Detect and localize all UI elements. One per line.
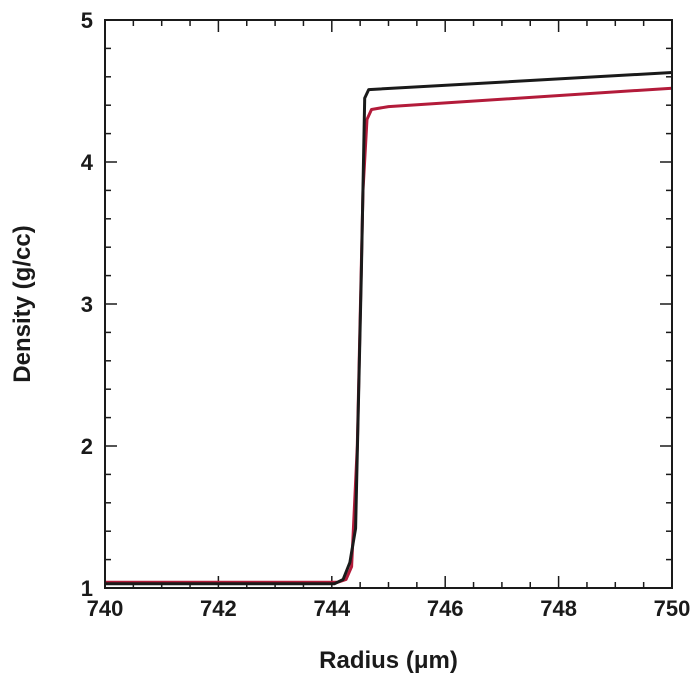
series-layer bbox=[105, 71, 673, 586]
x-axis-title: Radius (μm) bbox=[319, 647, 458, 674]
y-tick-label: 2 bbox=[81, 434, 93, 459]
x-tick-label: 748 bbox=[540, 596, 577, 621]
series-line-1 bbox=[105, 86, 673, 584]
x-tick-label: 746 bbox=[427, 596, 464, 621]
x-tick-label: 744 bbox=[313, 596, 350, 621]
y-axis-title: Density (g/cc) bbox=[9, 225, 36, 382]
plot-frame bbox=[104, 19, 673, 589]
y-tick-label: 5 bbox=[81, 8, 93, 33]
series-line-2 bbox=[105, 71, 673, 586]
y-tick-label: 4 bbox=[81, 150, 94, 175]
y-tick-label: 3 bbox=[81, 292, 93, 317]
tick-labels: 740 742 744 746 748 750 1 2 3 4 5 bbox=[81, 8, 691, 621]
x-tick-label: 750 bbox=[654, 596, 691, 621]
y-tick-label: 1 bbox=[81, 576, 93, 601]
x-tick-label: 740 bbox=[87, 596, 124, 621]
x-tick-label: 742 bbox=[200, 596, 237, 621]
